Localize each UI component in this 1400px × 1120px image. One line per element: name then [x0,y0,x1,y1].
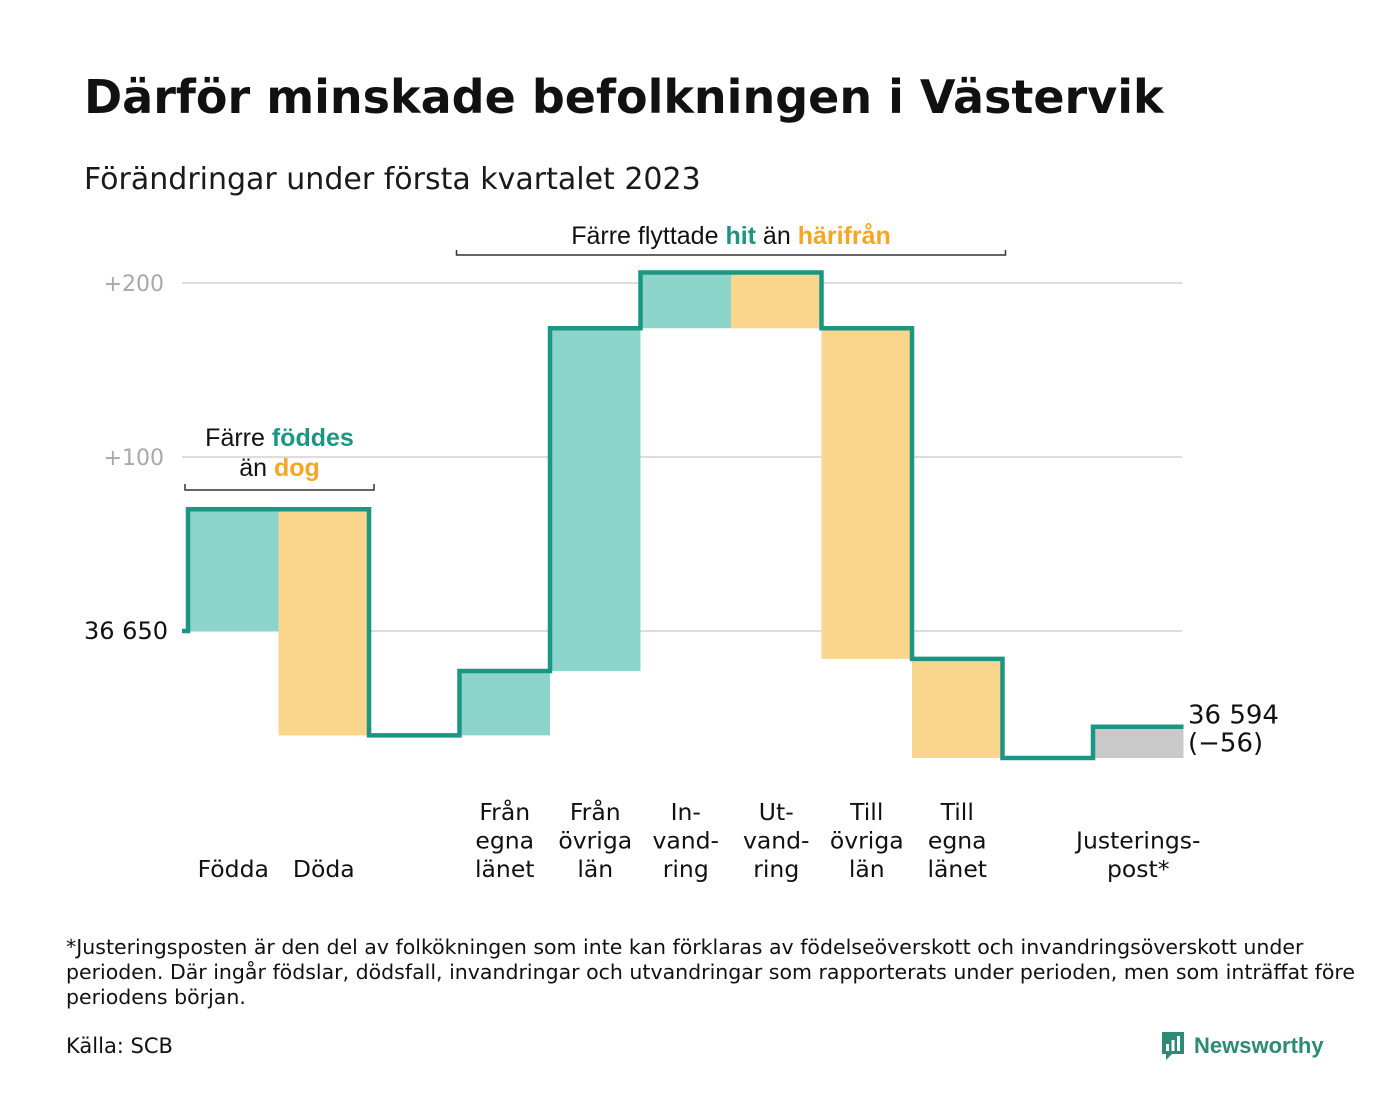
category-label: Döda [293,855,355,883]
y-tick-label: +100 [104,446,164,471]
start-value-label: 36 650 [84,617,168,645]
category-label: Från [479,798,530,826]
category-label: Till [849,798,883,826]
category-label: länet [928,855,988,883]
annotation-segment: föddes [272,424,354,452]
y-tick-label: +200 [104,272,164,297]
waterfall-bar [640,272,731,329]
category-label: övriga [830,827,904,855]
bar-layer [188,272,1184,759]
annotation-segment: Färre [205,424,272,452]
waterfall-bar [459,671,550,736]
annotation-bracket [455,250,1007,256]
end-change-label: (−56) [1188,729,1263,759]
category-label: egna [928,827,987,855]
category-label: Till [940,798,974,826]
logo-text: Newsworthy [1194,1033,1324,1058]
category-label: län [577,855,613,883]
annotation-segment: än [756,222,798,250]
footnote: *Justeringsposten är den del av folkökni… [66,935,1355,1009]
category-label: vand- [743,827,810,855]
category-label: post* [1107,855,1170,883]
annotation-births-deaths-line1: Färre föddes [205,424,354,452]
chart-title: Därför minskade befolkningen i Västervik [84,70,1164,124]
annotation-bracket [184,484,375,491]
annotation-births-deaths-line2: än dog [239,454,320,482]
annotation-segment: än [239,454,274,482]
waterfall-bar [550,328,641,672]
category-label: Från [570,798,621,826]
category-label: Födda [198,855,269,883]
source-text: Källa: SCB [66,1034,173,1058]
category-label: Ut- [759,798,794,826]
category-label: länet [475,855,535,883]
annotation-migration: Färre flyttade hit än härifrån [571,222,891,250]
annotation-segment: Färre flyttade [571,222,725,250]
chart-subtitle: Förändringar under första kvartalet 2023 [84,162,701,197]
cumulative-step-line [182,270,1184,761]
end-value-label: 36 594 [1188,701,1279,731]
category-label: övriga [558,827,632,855]
label-layer: 36 594(−56)Födda DödaFrånegnalänetFrånövr… [198,701,1279,883]
category-label: egna [475,827,534,855]
category-label: län [849,855,885,883]
category-label: Justerings- [1074,827,1200,855]
category-label: ring [753,855,799,883]
waterfall-bar [188,509,279,631]
annotation-segment: dog [274,454,320,482]
waterfall-bar [1093,726,1184,759]
annotation-segment: hit [725,222,756,250]
newsworthy-bar-chart-icon [1162,1032,1184,1060]
waterfall-bar [731,272,822,329]
line-layer [182,270,1184,761]
category-label: vand- [652,827,719,855]
newsworthy-logo: Newsworthy [1160,1028,1324,1064]
category-label: ring [663,855,709,883]
category-label: In- [671,798,701,826]
waterfall-bar [278,509,369,736]
waterfall-bar [821,328,912,659]
annotation-segment: härifrån [798,222,891,250]
waterfall-bar [912,658,1003,759]
